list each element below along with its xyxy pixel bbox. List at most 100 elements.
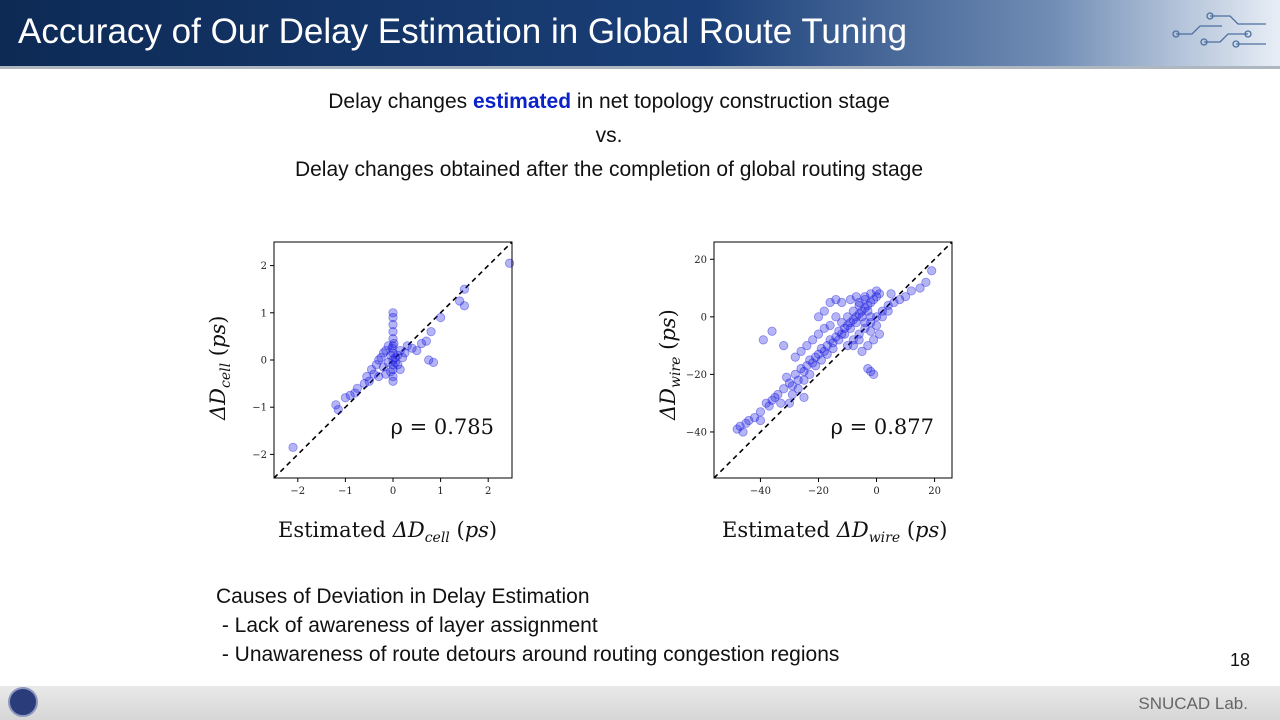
data-point bbox=[805, 355, 815, 365]
data-point bbox=[866, 289, 876, 299]
data-point bbox=[407, 343, 417, 353]
data-point bbox=[889, 297, 899, 308]
data-point bbox=[770, 392, 780, 403]
scatter-chart-wire: −40 −20 0 20 −40 −20 0 20 ρ = 0.877 bbox=[686, 241, 953, 497]
data-point bbox=[376, 353, 386, 363]
causes-section: Causes of Deviation in Delay Estimation … bbox=[216, 582, 839, 669]
data-point bbox=[860, 317, 870, 328]
data-point bbox=[773, 389, 783, 400]
data-point bbox=[388, 312, 398, 323]
ylabel-unit: (ps) bbox=[656, 309, 680, 350]
data-point bbox=[758, 335, 768, 345]
data-point bbox=[857, 306, 867, 316]
xlabel-sub: cell bbox=[424, 530, 450, 547]
data-point bbox=[854, 329, 864, 339]
correlation-annotation: ρ = 0.877 bbox=[831, 415, 934, 439]
data-point bbox=[883, 306, 893, 316]
data-point bbox=[816, 355, 826, 365]
data-point bbox=[781, 372, 792, 382]
circuit-decoration-icon bbox=[1172, 12, 1266, 48]
data-point bbox=[393, 350, 403, 360]
data-point bbox=[831, 312, 841, 322]
ylabel-math: ΔD bbox=[656, 387, 680, 420]
xlabel-math: ΔD bbox=[836, 518, 869, 542]
data-point bbox=[819, 306, 829, 316]
data-point bbox=[787, 381, 797, 391]
data-point bbox=[854, 309, 864, 319]
data-point bbox=[866, 297, 876, 308]
data-point bbox=[352, 383, 362, 393]
data-point bbox=[834, 326, 844, 336]
data-point bbox=[796, 364, 806, 374]
data-point bbox=[388, 360, 398, 370]
data-point bbox=[393, 360, 403, 370]
data-point bbox=[837, 317, 847, 328]
data-point bbox=[455, 296, 465, 306]
intro-line-2: vs. bbox=[595, 124, 623, 147]
data-point bbox=[741, 418, 751, 428]
data-point bbox=[388, 348, 398, 358]
xlabel-prefix: Estimated bbox=[722, 518, 837, 542]
data-point bbox=[732, 424, 742, 434]
data-point bbox=[744, 415, 754, 426]
data-point bbox=[436, 312, 446, 323]
data-point bbox=[381, 345, 391, 356]
y-tick-label: 2 bbox=[261, 261, 267, 272]
data-point bbox=[459, 301, 469, 311]
y-tick-label: −40 bbox=[686, 427, 707, 438]
correlation-annotation: ρ = 0.785 bbox=[391, 415, 494, 439]
data-point bbox=[808, 335, 818, 345]
data-point bbox=[389, 338, 399, 349]
data-point bbox=[799, 366, 809, 377]
data-point bbox=[813, 329, 824, 339]
data-point bbox=[819, 346, 829, 356]
intro-line-1: Delay changes estimated in net topology … bbox=[0, 90, 1218, 114]
data-point bbox=[831, 294, 841, 305]
data-point bbox=[395, 364, 405, 375]
y-tick-label: 0 bbox=[261, 356, 267, 367]
data-point bbox=[842, 341, 853, 351]
data-point bbox=[874, 329, 885, 339]
footer-lab-name: SNUCAD Lab. bbox=[1138, 694, 1248, 713]
data-point bbox=[851, 292, 861, 302]
data-point bbox=[779, 341, 789, 351]
data-point bbox=[787, 389, 797, 400]
data-point bbox=[927, 266, 937, 276]
data-point bbox=[388, 320, 398, 330]
ylabel-sub: wire bbox=[668, 356, 685, 388]
data-point bbox=[386, 350, 396, 360]
data-point bbox=[333, 404, 343, 415]
data-point bbox=[854, 297, 864, 308]
data-point bbox=[837, 297, 847, 308]
data-point bbox=[388, 371, 398, 382]
data-point bbox=[886, 289, 896, 299]
data-point bbox=[390, 357, 400, 367]
data-point bbox=[825, 297, 835, 308]
intro-highlight: estimated bbox=[473, 90, 572, 113]
data-point bbox=[428, 357, 439, 367]
data-point bbox=[866, 312, 876, 322]
data-point bbox=[848, 306, 858, 316]
data-point bbox=[397, 353, 408, 363]
x-tick-label: −20 bbox=[808, 486, 829, 497]
data-point bbox=[378, 362, 389, 372]
data-point bbox=[805, 369, 815, 379]
data-point bbox=[426, 327, 436, 337]
data-point bbox=[369, 369, 379, 379]
data-point bbox=[378, 348, 389, 358]
data-point bbox=[793, 375, 803, 385]
data-point bbox=[381, 369, 391, 379]
data-point bbox=[877, 306, 887, 316]
data-point bbox=[883, 300, 893, 310]
data-point bbox=[837, 329, 847, 339]
data-point bbox=[374, 355, 384, 365]
data-point bbox=[900, 292, 911, 302]
data-point bbox=[866, 317, 876, 328]
data-point bbox=[915, 283, 925, 293]
slide-title: Accuracy of Our Delay Estimation in Glob… bbox=[18, 12, 908, 51]
intro-line-1-post: in net topology construction stage bbox=[571, 90, 890, 113]
chart-cell-xlabel: Estimated ΔDcell (ps) bbox=[278, 518, 497, 546]
data-point bbox=[877, 312, 887, 322]
data-point bbox=[388, 341, 398, 351]
intro-line-3: Delay changes obtained after the complet… bbox=[294, 158, 924, 181]
